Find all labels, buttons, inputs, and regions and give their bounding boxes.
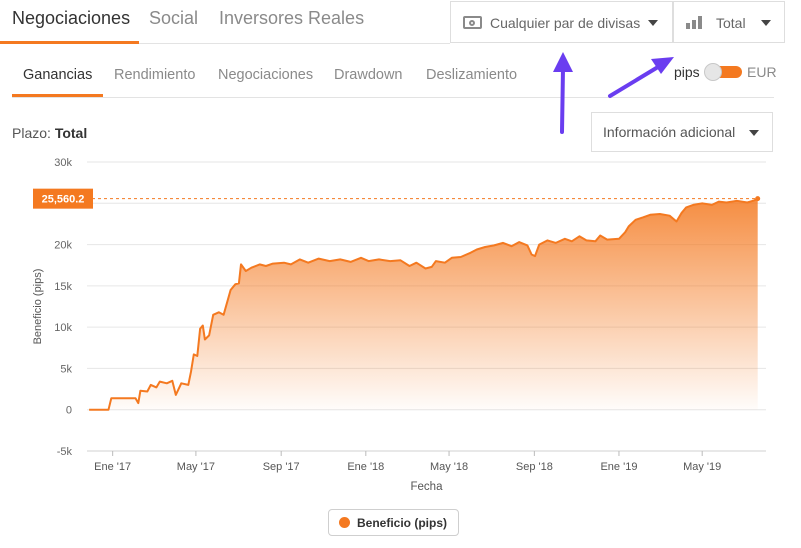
tab-rendimiento[interactable]: Rendimiento xyxy=(114,67,196,83)
total-dropdown[interactable]: Total xyxy=(673,1,785,43)
x-tick-label: Sep '18 xyxy=(516,461,553,473)
eur-label: EUR xyxy=(747,64,777,80)
legend-label: Beneficio (pips) xyxy=(357,515,448,530)
total-label: Total xyxy=(716,15,746,31)
y-tick-label: -5k xyxy=(57,446,73,458)
x-axis-title: Fecha xyxy=(411,481,444,493)
legend-dot-icon xyxy=(339,517,350,528)
pips-label: pips xyxy=(674,64,700,80)
x-tick-label: May '19 xyxy=(683,461,721,473)
units-toggle[interactable] xyxy=(704,63,742,81)
additional-info-dropdown[interactable]: Información adicional xyxy=(591,112,773,152)
x-tick-label: Ene '19 xyxy=(600,461,637,473)
active-tab-indicator xyxy=(0,41,139,44)
period-label: Plazo: Total xyxy=(12,125,87,141)
y-tick-label: 10k xyxy=(54,322,72,334)
y-tick-label: 20k xyxy=(54,240,72,252)
series-line xyxy=(89,197,759,411)
y-tick-label: 5k xyxy=(60,363,72,375)
annotation-arrow-head xyxy=(651,57,674,74)
chart-tabs: Ganancias Rendimiento Negociaciones Draw… xyxy=(12,56,774,98)
current-value-badge xyxy=(33,188,93,209)
x-tick-label: Sep '17 xyxy=(263,461,300,473)
chart-legend[interactable]: Beneficio (pips) xyxy=(328,509,459,536)
additional-info-label: Información adicional xyxy=(603,124,736,140)
chevron-down-icon xyxy=(648,20,658,26)
chevron-down-icon xyxy=(749,130,759,136)
x-tick-label: May '18 xyxy=(430,461,468,473)
x-tick-label: Ene '18 xyxy=(347,461,384,473)
tab-ganancias[interactable]: Ganancias xyxy=(23,67,93,83)
chevron-down-icon xyxy=(761,20,771,26)
series-area xyxy=(89,198,758,410)
y-tick-label: 30k xyxy=(54,157,72,169)
series-last-point xyxy=(755,196,761,202)
annotation-arrow-shaft xyxy=(560,66,565,134)
money-icon xyxy=(463,16,482,29)
x-tick-label: May '17 xyxy=(177,461,215,473)
toggle-knob[interactable] xyxy=(704,63,722,81)
y-axis-title: Beneficio (pips) xyxy=(32,269,44,345)
bar-chart-icon xyxy=(686,16,704,29)
tab-inversores-reales[interactable]: Inversores Reales xyxy=(219,8,365,28)
annotation-arrow-head xyxy=(553,52,573,72)
y-tick-label: 15k xyxy=(54,281,72,293)
period-caption: Plazo: xyxy=(12,125,51,141)
tab-drawdown[interactable]: Drawdown xyxy=(334,67,403,83)
current-value-text: 25,560.2 xyxy=(42,194,85,206)
currency-pair-label: Cualquier par de divisas xyxy=(490,15,641,31)
period-value: Total xyxy=(54,125,88,141)
active-subtab-indicator xyxy=(12,94,103,97)
tab-deslizamiento[interactable]: Deslizamiento xyxy=(426,67,518,83)
y-tick-label: 0 xyxy=(66,405,72,417)
tab-negociaciones-sub[interactable]: Negociaciones xyxy=(218,67,314,83)
currency-pair-dropdown[interactable]: Cualquier par de divisas xyxy=(450,1,673,43)
main-tabs: Negociaciones Social Inversores Reales xyxy=(0,0,450,44)
annotation-arrow-shaft xyxy=(608,65,660,98)
tab-negociaciones[interactable]: Negociaciones xyxy=(12,8,131,28)
x-tick-label: Ene '17 xyxy=(94,461,131,473)
tab-social[interactable]: Social xyxy=(149,8,199,28)
